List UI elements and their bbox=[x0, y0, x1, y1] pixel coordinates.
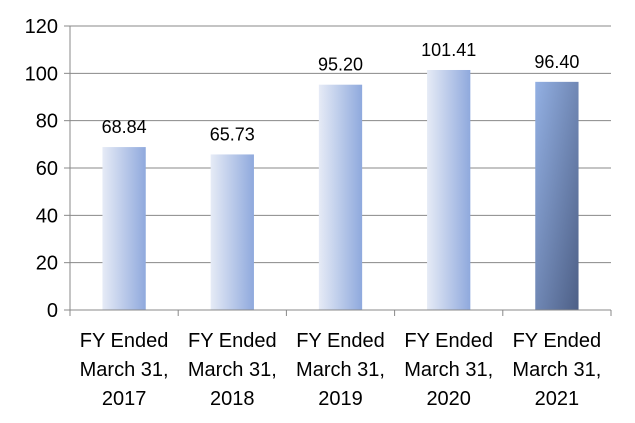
bar bbox=[102, 147, 146, 310]
x-tick-label: FY Ended March 31, 2020 bbox=[404, 330, 493, 410]
y-tick-label: 100 bbox=[25, 63, 58, 85]
y-tick-label: 20 bbox=[36, 253, 58, 275]
y-tick-label: 40 bbox=[36, 205, 58, 227]
y-tick-label: 60 bbox=[36, 158, 58, 180]
bar bbox=[210, 154, 254, 310]
axes bbox=[69, 26, 611, 311]
y-tick-label: 80 bbox=[36, 111, 58, 133]
bar bbox=[427, 69, 471, 310]
x-tick-label: FY Ended March 31, 2017 bbox=[80, 330, 169, 410]
data-label: 96.40 bbox=[534, 52, 579, 72]
data-label: 101.41 bbox=[421, 40, 476, 60]
bars bbox=[102, 69, 579, 311]
data-label: 68.84 bbox=[102, 117, 147, 137]
x-tick-label: FY Ended March 31, 2018 bbox=[188, 330, 277, 410]
x-tick-label: FY Ended March 31, 2019 bbox=[296, 330, 385, 410]
data-label: 65.73 bbox=[210, 124, 255, 144]
data-labels: 68.84 65.73 95.20 101.41 96.40 bbox=[102, 40, 580, 144]
bar bbox=[318, 84, 363, 311]
bar bbox=[535, 81, 579, 310]
y-axis-ticks: 0 20 40 60 80 100 120 bbox=[25, 16, 70, 322]
data-label: 95.20 bbox=[318, 55, 363, 75]
y-tick-label: 120 bbox=[25, 16, 58, 38]
y-tick-label: 0 bbox=[47, 300, 58, 322]
x-tick-label: FY Ended March 31, 2021 bbox=[512, 330, 601, 410]
